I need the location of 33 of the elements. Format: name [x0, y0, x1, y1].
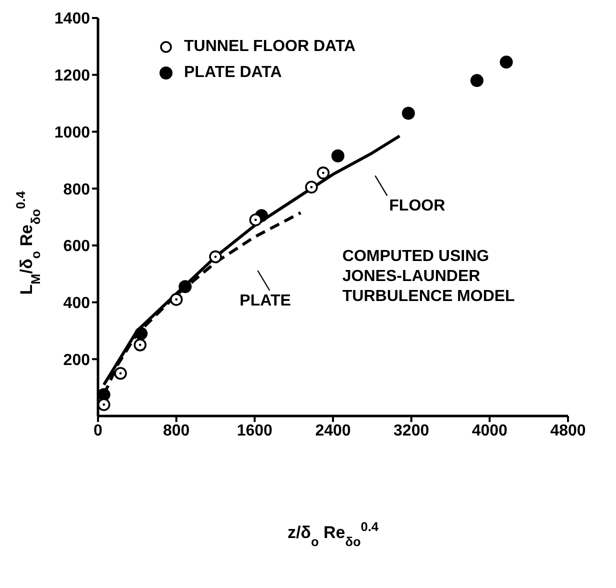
y-tick-label: 1200: [54, 68, 90, 85]
y-tick-label: 400: [63, 294, 90, 312]
point: [209, 250, 222, 264]
point: [134, 327, 148, 340]
y-tick-label: 600: [63, 238, 90, 256]
point: [402, 106, 415, 120]
legend-label: PLATE DATA: [184, 64, 282, 82]
point: [316, 166, 330, 180]
x-tick-label: 4000: [472, 422, 508, 440]
x-tick-label: 1600: [236, 422, 273, 440]
text: PLATE: [240, 292, 292, 310]
x-tick-label: 800: [162, 422, 190, 440]
x-tick-label: 2400: [315, 422, 351, 440]
text: FLOOR: [389, 198, 446, 215]
point: [249, 213, 262, 226]
point: [178, 280, 192, 294]
point: [305, 180, 318, 194]
y-tick-label: 1400: [54, 10, 90, 28]
x-tick-label: 0: [94, 422, 103, 440]
y-tick-label: 1000: [54, 124, 90, 142]
x-tick-label: 3200: [394, 422, 430, 440]
point: [470, 74, 484, 88]
point: [170, 293, 183, 306]
annotation: COMPUTED USING JONES-LAUNDER TURBULENCE MODEL: [342, 248, 516, 305]
x-tick-label: 4800: [550, 422, 586, 440]
point: [331, 149, 344, 162]
point: [114, 366, 127, 380]
y-tick-label: 800: [63, 181, 90, 198]
point: [98, 398, 110, 412]
point: [134, 338, 147, 352]
point: [500, 56, 513, 69]
y-tick-label: 200: [63, 352, 90, 369]
legend-label: TUNNEL FLOOR DATA: [184, 38, 356, 56]
